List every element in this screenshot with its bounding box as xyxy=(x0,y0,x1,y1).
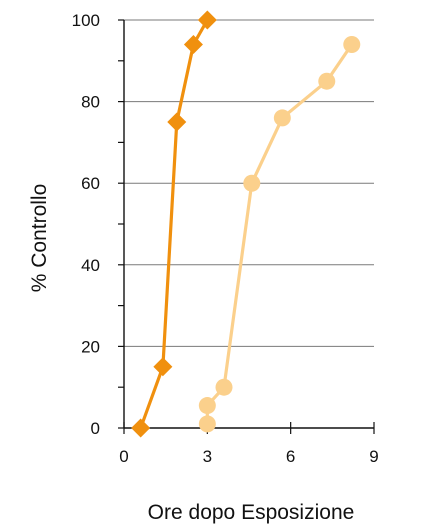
data-point-diamond xyxy=(167,112,187,132)
data-point-circle xyxy=(243,174,261,192)
data-point-circle xyxy=(343,35,361,53)
tick-labels: 0 20 40 60 80 100 0 3 6 9 xyxy=(72,11,379,466)
y-tick-label: 80 xyxy=(81,93,100,112)
data-point-diamond xyxy=(131,418,151,438)
data-point-circle xyxy=(273,109,291,127)
y-tick-label: 0 xyxy=(91,419,100,438)
x-axis-label: Ore dopo Esposizione xyxy=(148,501,355,524)
x-tick-label: 9 xyxy=(369,447,378,466)
series-1-line xyxy=(139,18,209,430)
x-tick-label: 0 xyxy=(119,447,128,466)
data-point-diamond xyxy=(197,10,217,30)
x-tick-label: 6 xyxy=(286,447,295,466)
data-point-circle xyxy=(215,378,233,396)
series-2 xyxy=(198,35,361,433)
x-tick-label: 3 xyxy=(203,447,212,466)
ticks xyxy=(118,19,375,434)
y-tick-label: 20 xyxy=(81,337,100,356)
y-tick-label: 100 xyxy=(72,11,100,30)
series-layer xyxy=(131,10,361,438)
y-tick-label: 60 xyxy=(81,174,100,193)
data-point-circle xyxy=(318,72,336,90)
data-point-diamond xyxy=(153,357,173,377)
data-point-circle xyxy=(198,415,216,433)
data-point-circle xyxy=(198,397,216,415)
series-1 xyxy=(131,10,217,438)
data-point-diamond xyxy=(183,34,203,54)
y-tick-label: 40 xyxy=(81,256,100,275)
y-axis-label: % Controllo xyxy=(28,184,51,293)
